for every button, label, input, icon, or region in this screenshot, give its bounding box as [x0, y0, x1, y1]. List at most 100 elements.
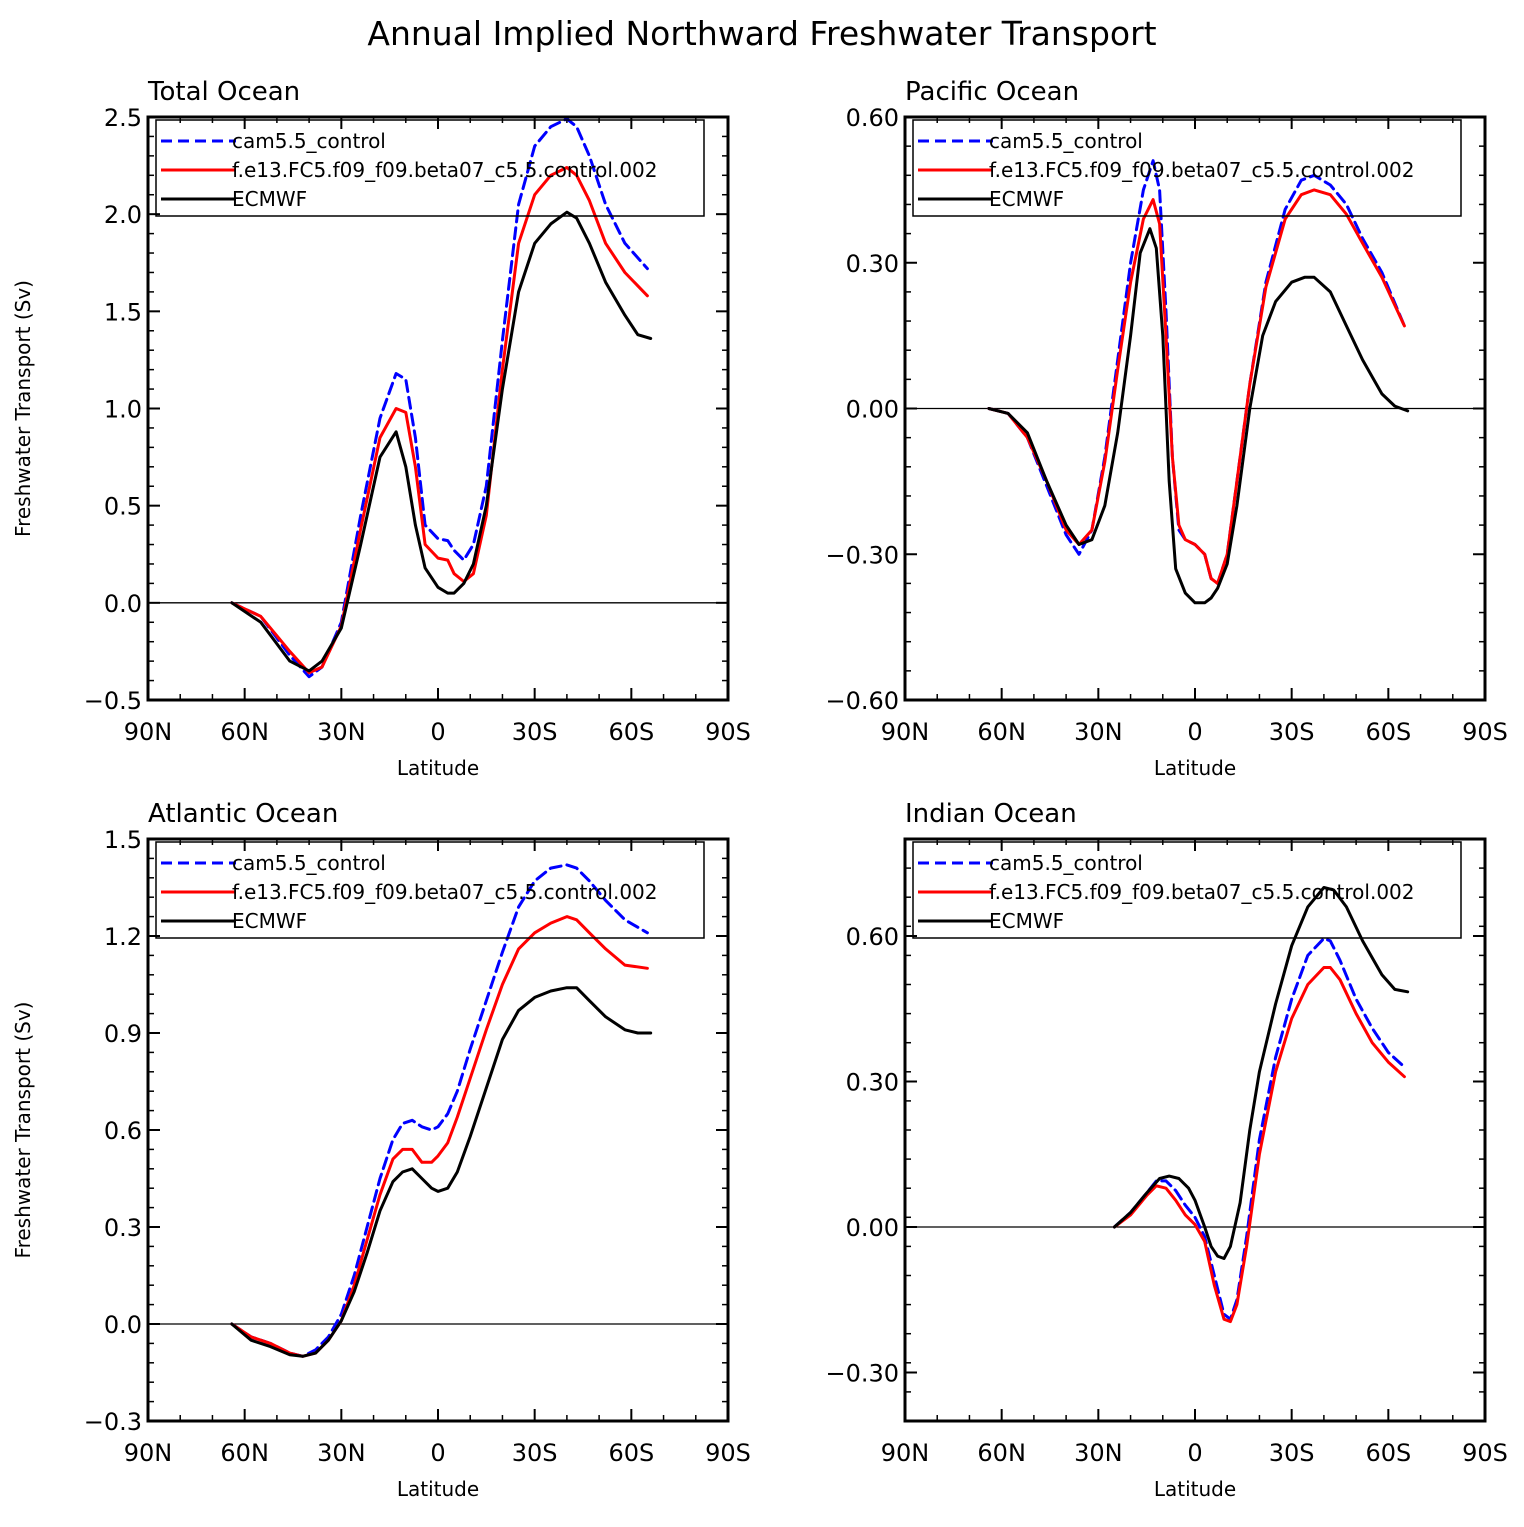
x-tick-label: 30N: [1074, 1439, 1123, 1467]
y-tick-label: 0.3: [104, 1214, 142, 1242]
legend-label-0: cam5.5_control: [232, 129, 386, 153]
x-axis-label: Latitude: [397, 756, 479, 780]
y-tick-label: 0.60: [846, 923, 899, 951]
x-tick-label: 90S: [705, 718, 751, 746]
series-line-2: [230, 986, 653, 1358]
legend-label-1: f.e13.FC5.f09_f09.beta07_c5.5.control.00…: [989, 158, 1415, 182]
y-tick-label: 0.30: [846, 250, 899, 278]
series-line-1: [1112, 966, 1406, 1324]
x-tick-label: 90S: [1462, 718, 1508, 746]
x-tick-label: 60N: [220, 718, 269, 746]
x-tick-label: 60N: [977, 718, 1026, 746]
series-line-1: [230, 166, 649, 675]
legend-label-0: cam5.5_control: [232, 851, 386, 875]
panel-1: Pacific Ocean 90N 60N 30N 0 30S 60S 90S −0.60 −0.…: [825, 77, 1507, 780]
panel-3: Indian Ocean 90N 60N 30N 0 30S 60S 90S −0.30 0.00…: [825, 799, 1507, 1501]
y-tick-label: 0.9: [104, 1020, 142, 1048]
x-axis-label: Latitude: [397, 1477, 479, 1501]
y-tick-label: 0.00: [846, 396, 899, 424]
legend-box: [912, 841, 1462, 939]
series-line-2: [987, 227, 1410, 605]
plot-frame: [903, 115, 1487, 702]
y-axis-label: Freshwater Transport (Sv): [11, 280, 35, 537]
legend: cam5.5_control f.e13.FC5.f09_f09.beta07_c…: [912, 119, 1462, 217]
panel-title: Pacific Ocean: [905, 77, 1079, 107]
y-tick-label: 1.2: [104, 923, 142, 951]
legend-label-1: f.e13.FC5.f09_f09.beta07_c5.5.control.00…: [232, 158, 658, 182]
legend-label-2: ECMWF: [232, 909, 307, 933]
x-tick-label: 30S: [512, 718, 558, 746]
y-tick-label: −0.3: [84, 1408, 142, 1436]
series-line-2: [1112, 886, 1410, 1260]
series-line-1: [230, 915, 649, 1358]
panel-2: Atlantic Ocean 90N 60N 30N 0 30S 60S 90S −0.3 0.0…: [11, 799, 751, 1501]
legend-label-1: f.e13.FC5.f09_f09.beta07_c5.5.control.00…: [989, 880, 1415, 904]
y-tick-label: 1.5: [104, 298, 142, 326]
x-tick-label: 60N: [220, 1439, 269, 1467]
x-tick-label: 30N: [317, 1439, 366, 1467]
series-line-0: [1112, 936, 1406, 1321]
x-tick-label: 0: [1187, 718, 1202, 746]
x-tick-label: 60S: [608, 1439, 654, 1467]
x-tick-label: 30N: [317, 718, 366, 746]
series-line-0: [987, 159, 1406, 585]
legend: cam5.5_control f.e13.FC5.f09_f09.beta07_c…: [912, 841, 1462, 939]
x-tick-label: 90N: [881, 1439, 930, 1467]
x-tick-label: 60S: [1365, 718, 1411, 746]
y-tick-label: 1.5: [104, 826, 142, 854]
legend-label-2: ECMWF: [232, 187, 307, 211]
panel-0: Total Ocean 90N 60N 30N 0 30S 60S 90S −0.5 0.0 0.5…: [11, 77, 751, 780]
x-tick-label: 90N: [124, 1439, 173, 1467]
legend: cam5.5_control f.e13.FC5.f09_f09.beta07_c…: [155, 841, 705, 939]
series-line-2: [230, 210, 653, 673]
y-tick-label: 0.30: [846, 1069, 899, 1097]
y-tick-label: 0.60: [846, 104, 899, 132]
legend-box: [912, 119, 1462, 217]
x-axis-label: Latitude: [1154, 1477, 1236, 1501]
panel-title: Atlantic Ocean: [148, 799, 338, 829]
y-tick-label: 0.6: [104, 1117, 142, 1145]
x-tick-label: 60S: [608, 718, 654, 746]
x-tick-label: 0: [430, 1439, 445, 1467]
y-tick-label: 0.5: [104, 493, 142, 521]
y-tick-label: 2.5: [104, 104, 142, 132]
x-tick-label: 60N: [977, 1439, 1026, 1467]
x-axis-label: Latitude: [1154, 756, 1236, 780]
chart-panels: Total Ocean 90N 60N 30N 0 30S 60S 90S −0.5 0.0 0.5…: [11, 77, 1508, 1501]
y-tick-label: 0.0: [104, 1311, 142, 1339]
x-tick-label: 30S: [1269, 718, 1315, 746]
plot-frame: [146, 837, 730, 1423]
legend-label-0: cam5.5_control: [989, 851, 1143, 875]
y-tick-label: −0.30: [825, 541, 899, 569]
panel-title: Total Ocean: [147, 77, 300, 107]
y-tick-label: −0.60: [825, 687, 899, 715]
x-tick-label: 30S: [512, 1439, 558, 1467]
legend-box: [155, 841, 705, 939]
legend-label-2: ECMWF: [989, 909, 1064, 933]
legend: cam5.5_control f.e13.FC5.f09_f09.beta07_c…: [155, 119, 705, 217]
x-tick-label: 60S: [1365, 1439, 1411, 1467]
plot-frame: [146, 115, 730, 702]
x-tick-label: 90S: [705, 1439, 751, 1467]
x-tick-label: 30N: [1074, 718, 1123, 746]
y-tick-label: 1.0: [104, 396, 142, 424]
x-tick-label: 30S: [1269, 1439, 1315, 1467]
figure-title: Annual Implied Northward Freshwater Tran…: [367, 14, 1156, 53]
legend-label-0: cam5.5_control: [989, 129, 1143, 153]
plot-frame: [903, 837, 1487, 1423]
x-tick-label: 90S: [1462, 1439, 1508, 1467]
x-tick-label: 0: [1187, 1439, 1202, 1467]
y-tick-label: −0.30: [825, 1360, 899, 1388]
x-tick-label: 90N: [881, 718, 930, 746]
legend-label-1: f.e13.FC5.f09_f09.beta07_c5.5.control.00…: [232, 880, 658, 904]
y-tick-label: 0.0: [104, 590, 142, 618]
series-line-0: [230, 117, 649, 679]
legend-box: [155, 119, 705, 217]
x-tick-label: 90N: [124, 718, 173, 746]
y-tick-label: −0.5: [84, 687, 142, 715]
series-line-0: [230, 863, 649, 1358]
series-line-1: [987, 188, 1406, 585]
x-tick-label: 0: [430, 718, 445, 746]
y-axis-label: Freshwater Transport (Sv): [11, 1002, 35, 1259]
